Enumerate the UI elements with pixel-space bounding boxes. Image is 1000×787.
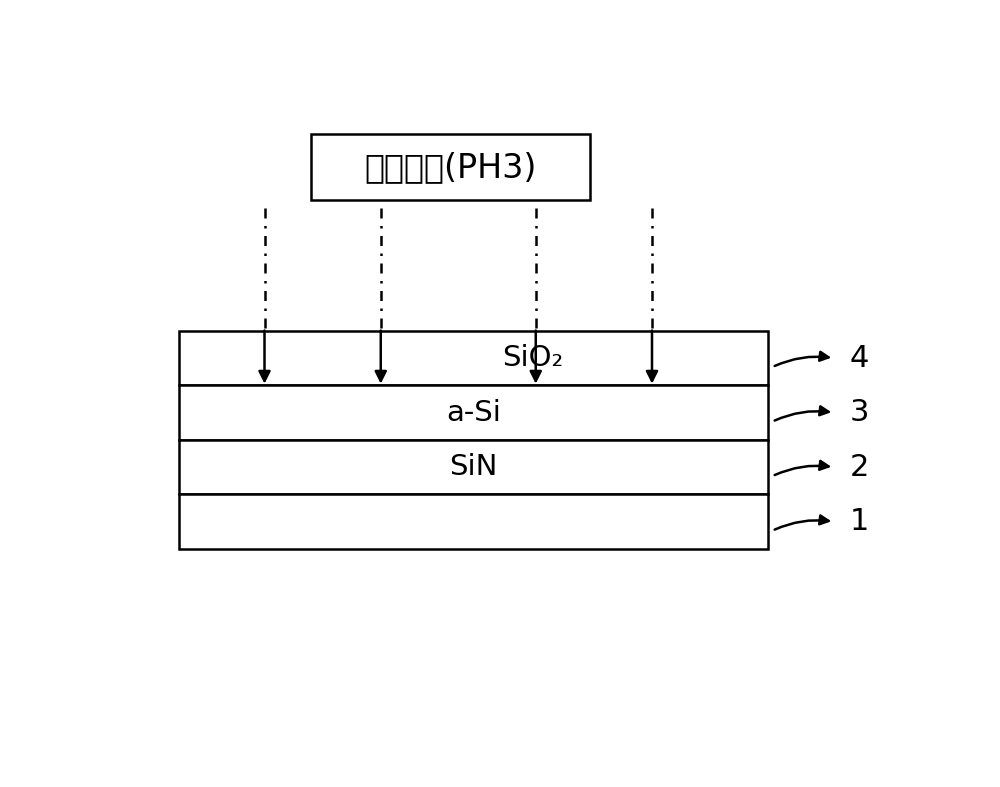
Text: SiO₂: SiO₂ <box>502 344 563 372</box>
Text: 3: 3 <box>850 398 869 427</box>
Bar <box>179 331 768 386</box>
Text: SiN: SiN <box>450 453 498 481</box>
Bar <box>179 440 768 494</box>
Text: 2: 2 <box>850 453 869 482</box>
Text: 4: 4 <box>850 344 869 372</box>
Text: a-Si: a-Si <box>446 398 501 427</box>
Bar <box>179 494 768 549</box>
Text: 离子注入(PH3): 离子注入(PH3) <box>364 150 537 183</box>
Text: 1: 1 <box>850 507 869 536</box>
Bar <box>179 386 768 440</box>
Bar <box>311 134 590 201</box>
